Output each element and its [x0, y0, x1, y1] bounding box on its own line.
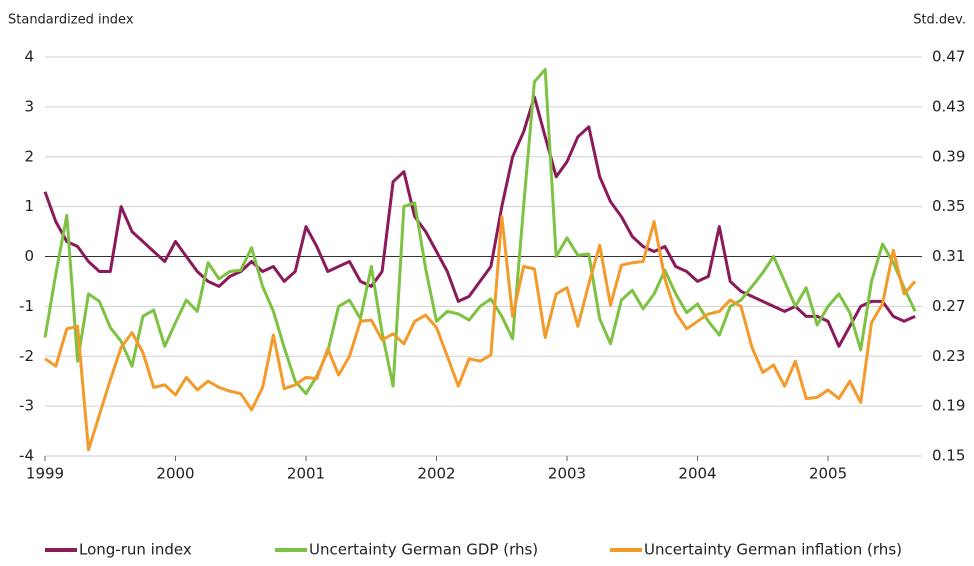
legend-label: Uncertainty German inflation (rhs)	[644, 541, 902, 559]
y-tick-label: -2	[19, 347, 34, 365]
y-tick-label: 4	[24, 48, 34, 66]
y2-tick-label: 0.19	[932, 397, 965, 415]
y2-tick-label: 0.27	[932, 297, 965, 315]
series-line	[44, 215, 917, 452]
y2-tick-label: 0.39	[932, 147, 965, 165]
legend-label: Long-run index	[79, 541, 192, 559]
y-tick-label: 1	[24, 197, 34, 215]
x-tick-label: 2000	[156, 465, 194, 483]
y-tick-label: -3	[19, 397, 34, 415]
y2-tick-label: 0.15	[932, 447, 965, 465]
y2-tick-label: 0.35	[932, 197, 965, 215]
y2-axis-title: Std.dev.	[913, 13, 966, 28]
y-tick-label: -4	[19, 447, 34, 465]
series-line	[43, 95, 916, 348]
legend-label: Uncertainty German GDP (rhs)	[309, 541, 538, 559]
x-tick-label: 1999	[26, 465, 64, 483]
y2-tick-label: 0.31	[932, 247, 965, 265]
y2-tick-label: 0.23	[932, 347, 965, 365]
x-tick-label: 2004	[678, 465, 716, 483]
y-tick-label: 2	[24, 147, 34, 165]
x-tick-label: 2002	[417, 465, 455, 483]
y-axis-title: Standardized index	[8, 13, 134, 28]
series-line	[43, 68, 917, 396]
y2-tick-label: 0.43	[932, 97, 965, 115]
x-tick-label: 2001	[287, 465, 325, 483]
y-tick-label: 0	[24, 247, 34, 265]
y2-tick-label: 0.47	[932, 48, 965, 66]
x-tick-label: 2003	[548, 465, 586, 483]
y-tick-label: -1	[19, 297, 34, 315]
x-tick-label: 2005	[809, 465, 847, 483]
y-tick-label: 3	[24, 97, 34, 115]
